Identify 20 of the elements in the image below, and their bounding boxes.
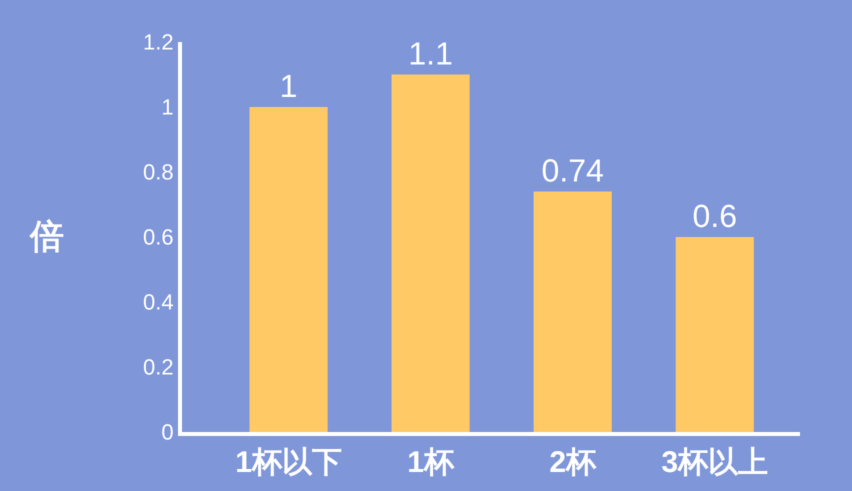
y-tick-label: 0.4 [143, 290, 174, 315]
x-tick-label: 2杯 [549, 446, 598, 479]
y-axis-title: 倍 [29, 218, 64, 256]
bar [534, 192, 612, 432]
y-tick-label: 0.6 [143, 224, 174, 250]
data-label: 0.74 [542, 152, 604, 188]
x-tick-label: 1杯以下 [235, 446, 342, 479]
y-tick-label: 0 [161, 420, 174, 445]
data-label: 0.6 [692, 198, 737, 234]
bar [392, 74, 470, 432]
y-tick-label: 1 [161, 94, 174, 120]
bar [249, 107, 328, 432]
y-tick-label: 0.2 [143, 354, 174, 380]
data-label: 1.1 [408, 36, 453, 72]
x-tick-label: 1杯 [407, 446, 455, 479]
bar [676, 237, 754, 432]
x-tick-label: 3杯以上 [661, 446, 768, 479]
data-label: 1 [280, 68, 298, 104]
y-tick-label: 1.2 [143, 30, 174, 55]
y-tick-label: 0.8 [143, 160, 174, 185]
